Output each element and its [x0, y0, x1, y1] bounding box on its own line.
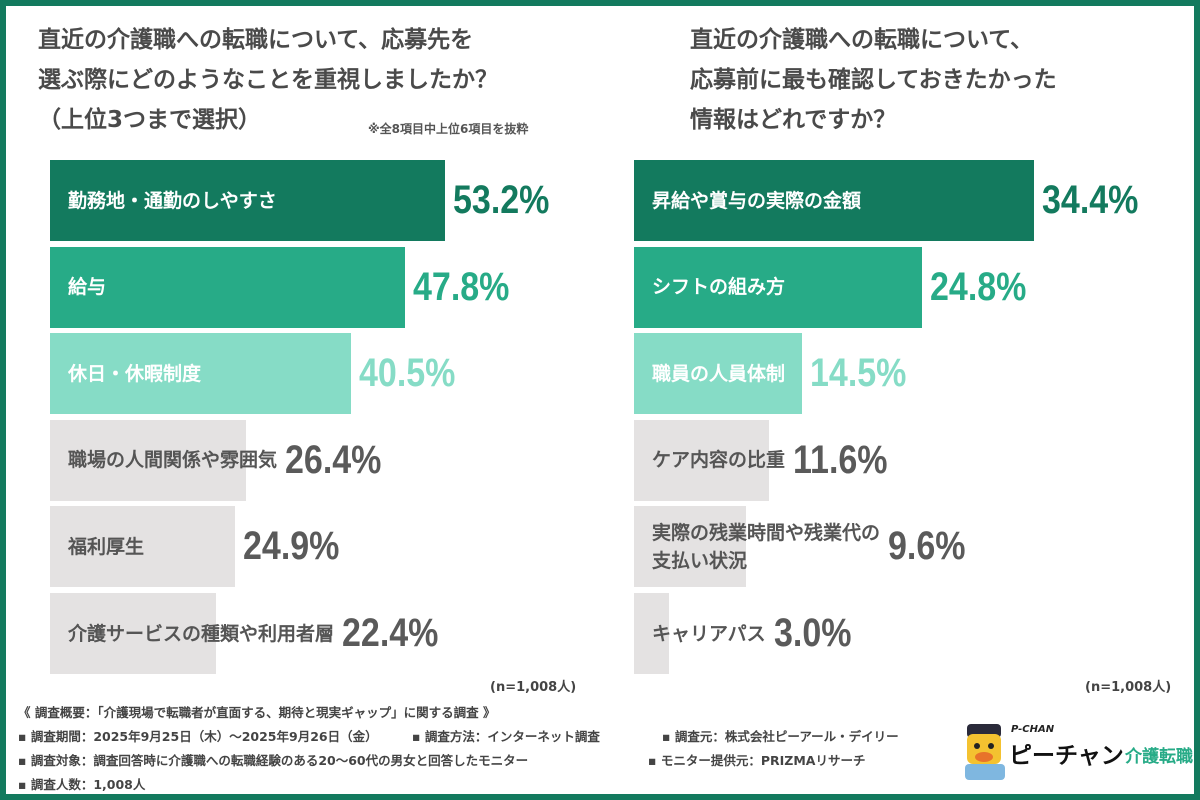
bar [50, 333, 351, 415]
bar-row: 休日・休暇制度 40.5% [50, 333, 610, 415]
bar-category-label: 給与 [68, 276, 107, 299]
footer-provider: ▪ モニター提供元：PRIZMAリサーチ [648, 753, 866, 768]
bar-row: シフトの組み方 24.8% [634, 246, 1174, 328]
bar-row: ケア内容の比重 11.6% [634, 419, 1174, 501]
bar-row: 勤務地・通勤のしやすさ 53.2% [50, 160, 610, 241]
footer-period: ▪ 調査期間：2025年9月25日（木）～2025年9月26日（金） [18, 729, 378, 744]
bar-category-label: ケア内容の比重 [652, 449, 786, 472]
right-sample-size: (n=1,008人) [1085, 680, 1172, 695]
bar-row: 給与 47.8% [50, 246, 610, 328]
bar [634, 246, 923, 328]
bar [50, 160, 445, 241]
logo-main-text: ピーチャン [1009, 743, 1124, 769]
bar-category-label: 実際の残業時間や残業代の 支払い状況 [652, 521, 881, 572]
bar [50, 593, 217, 674]
bar-category-label: 職員の人員体制 [652, 362, 786, 385]
bar-row: 昇給や賞与の実際の金額 34.4% [634, 160, 1174, 241]
bar-category-label: 福利厚生 [68, 535, 145, 558]
bar-category-label: 昇給や賞与の実際の金額 [652, 189, 862, 212]
mascot-icon [965, 724, 1005, 780]
bar-value-label: 24.9% [243, 524, 340, 569]
bar [50, 506, 235, 588]
bar-value-label: 11.6% [793, 437, 888, 482]
bar-row: 職場の人間関係や雰囲気 26.4% [50, 419, 610, 501]
footer-target: ▪ 調査対象：調査回答時に介護職への転職経験のある20～60代の男女と回答したモ… [18, 753, 529, 768]
bar [634, 506, 746, 588]
bar [634, 160, 1034, 241]
bar-category-label: 介護サービスの種類や利用者層 [68, 622, 335, 645]
left-chart-note: ※全8項目中上位6項目を抜粋 [368, 122, 529, 136]
bar-value-label: 26.4% [285, 437, 382, 482]
bar [50, 246, 405, 328]
bar-value-label: 14.5% [810, 351, 907, 396]
bar-category-label: キャリアパス [652, 622, 766, 645]
footer-method: ▪ 調査方法：インターネット調査 [412, 729, 600, 744]
bar [50, 419, 246, 501]
pchan-logo: P-CHAN ピーチャン 介護転職 [955, 722, 1195, 782]
bar-row: 介護サービスの種類や利用者層 22.4% [50, 593, 610, 674]
bar-category-label: シフトの組み方 [652, 276, 786, 299]
logo-small-text: P-CHAN [1011, 724, 1055, 735]
bar-value-label: 9.6% [888, 524, 966, 569]
footer-summary: 《 調査概要：「介護現場で転職者が直面する、期待と現実ギャップ」に関する調査 》 [18, 705, 496, 720]
bar-value-label: 53.2% [453, 178, 550, 222]
bar-row: 福利厚生 24.9% [50, 506, 610, 588]
footer-count: ▪ 調査人数：1,008人 [18, 777, 146, 792]
bar-value-label: 40.5% [359, 351, 456, 396]
bar-value-label: 24.8% [930, 264, 1027, 309]
bar-value-label: 3.0% [774, 611, 852, 655]
bar-category-label: 職場の人間関係や雰囲気 [68, 449, 278, 472]
footer-source: ▪ 調査元：株式会社ピーアール・デイリー [662, 729, 899, 744]
bar-row: 実際の残業時間や残業代の 支払い状況 9.6% [634, 506, 1174, 588]
bar-value-label: 22.4% [342, 611, 439, 655]
bar [634, 419, 769, 501]
bar-row: 職員の人員体制 14.5% [634, 333, 1174, 415]
bar-value-label: 47.8% [413, 264, 510, 309]
logo-sub-text: 介護転職 [1125, 747, 1193, 767]
left-chart-title: 直近の介護職への転職について、応募先を 選ぶ際にどのようなことを重視しましたか？… [38, 27, 498, 133]
bar-value-label: 34.4% [1042, 178, 1139, 222]
bar-category-label: 休日・休暇制度 [68, 362, 202, 385]
right-chart-title: 直近の介護職への転職について、 応募前に最も確認しておきたかった 情報はどれです… [690, 27, 1057, 133]
bar [634, 333, 803, 415]
bar [634, 593, 669, 674]
bar-row: キャリアパス 3.0% [634, 593, 1174, 674]
left-sample-size: (n=1,008人) [490, 680, 577, 695]
bar-category-label: 勤務地・通勤のしやすさ [68, 189, 277, 212]
